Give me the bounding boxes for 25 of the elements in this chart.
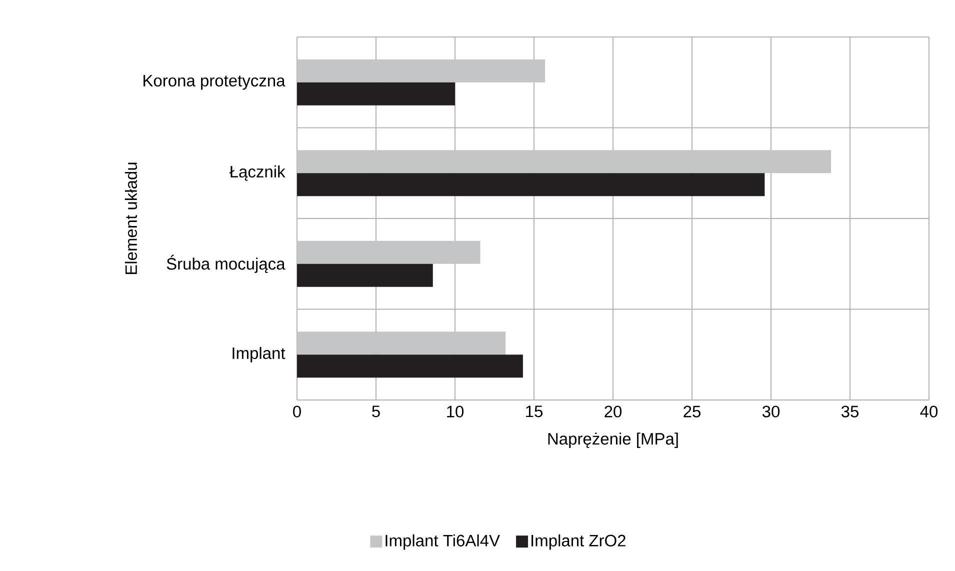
x-tick-label: 25 (684, 406, 700, 418)
legend-label: Implant ZrO2 (532, 534, 626, 550)
bar (297, 150, 832, 174)
bar (297, 264, 433, 287)
x-tick-label: 20 (604, 406, 622, 418)
y-tick-label: Łącznik (230, 165, 286, 181)
x-tick-label: 5 (372, 406, 380, 418)
legend-label: Implant Ti6Al4V (386, 534, 500, 550)
y-axis-title: Element układu (124, 162, 138, 274)
x-tick-label: 10 (447, 406, 464, 418)
x-tick-label: 15 (526, 406, 542, 418)
bar (297, 59, 546, 82)
bar (297, 332, 506, 355)
y-tick-label: Implant (232, 346, 286, 362)
bar (297, 82, 456, 106)
bar (297, 354, 523, 378)
x-tick-label: 30 (762, 406, 780, 418)
bar (297, 173, 765, 196)
y-tick-label: Korona protetyczna (144, 74, 286, 90)
x-tick-label: 0 (293, 406, 301, 418)
bar (297, 240, 480, 264)
y-tick-label: Śruba mocująca (166, 254, 286, 273)
x-axis-title: Naprężenie [MPa] (548, 432, 678, 448)
x-tick-label: 35 (841, 406, 858, 418)
x-tick-label: 40 (920, 406, 938, 418)
